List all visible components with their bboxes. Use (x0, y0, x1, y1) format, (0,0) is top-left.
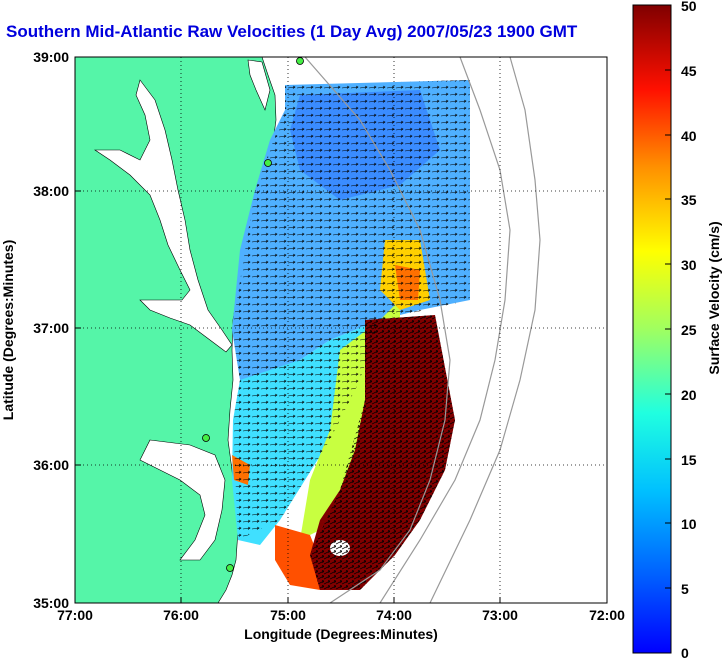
y-tick-label: 35:00 (33, 595, 69, 611)
pamlico-sound (139, 439, 226, 561)
x-tick-label: 77:00 (57, 607, 93, 623)
colorbar (632, 4, 672, 654)
x-tick-label: 72:00 (589, 607, 625, 623)
velocity-field (232, 80, 470, 590)
x-tick-label: 76:00 (163, 607, 199, 623)
chesapeake-bay (94, 79, 233, 353)
colorbar-tick-label: 10 (681, 516, 697, 532)
x-tick-label: 73:00 (482, 607, 518, 623)
grid-lines (75, 57, 607, 603)
colorbar-tick-label: 45 (681, 63, 697, 79)
colorbar-tick-label: 40 (681, 128, 697, 144)
colorbar-ticks (665, 4, 671, 654)
y-tick-label: 37:00 (33, 320, 69, 336)
y-tick-label: 36:00 (33, 457, 69, 473)
colorbar-tick-label: 25 (681, 322, 697, 338)
delaware-bay (247, 59, 271, 111)
colorbar-tick-label: 20 (681, 387, 697, 403)
land-mass (75, 57, 277, 603)
plot-border (74, 56, 608, 604)
colorbar-label: Surface Velocity (cm/s) (706, 221, 722, 374)
y-axis-label: Latitude (Degrees:Minutes) (0, 240, 16, 420)
x-axis-label: Longitude (Degrees:Minutes) (244, 626, 438, 642)
colorbar-tick-label: 5 (681, 581, 689, 597)
x-tick-label: 74:00 (376, 607, 412, 623)
colorbar-tick-label: 15 (681, 452, 697, 468)
x-tick-label: 75:00 (270, 607, 306, 623)
colorbar-tick-label: 30 (681, 257, 697, 273)
station-markers (202, 57, 304, 572)
colorbar-tick-label: 0 (681, 645, 689, 659)
tick-marks (74, 56, 608, 604)
y-tick-label: 39:00 (33, 49, 69, 65)
colorbar-tick-label: 35 (681, 192, 697, 208)
colorbar-tick-label: 50 (681, 0, 697, 14)
map-title: Southern Mid-Atlantic Raw Velocities (1 … (6, 22, 578, 41)
y-tick-label: 38:00 (33, 183, 69, 199)
